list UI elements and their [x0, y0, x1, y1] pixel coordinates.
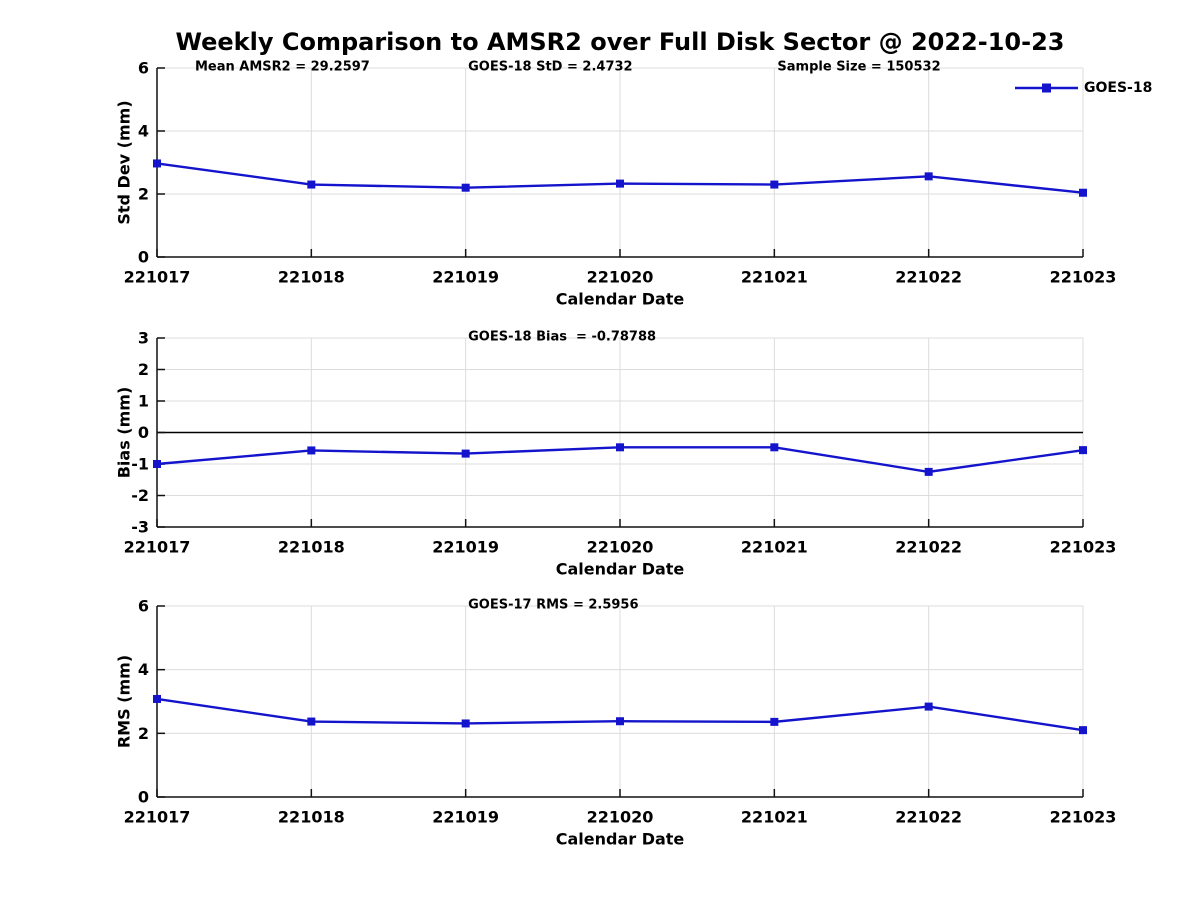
x-tick-label: 221022: [895, 538, 962, 557]
y-tick-label: 2: [138, 724, 149, 743]
y-tick-label: 0: [138, 248, 149, 267]
x-tick-label: 221019: [432, 808, 499, 827]
x-tick-label: 221022: [895, 268, 962, 287]
annotation-text: Sample Size = 150532: [777, 60, 940, 75]
data-point-marker: [461, 449, 470, 458]
x-tick-label: 221018: [278, 808, 345, 827]
data-point-marker: [461, 183, 470, 192]
data-point-marker: [770, 717, 779, 726]
annotation-text: GOES-18 StD = 2.4732: [468, 60, 632, 75]
legend-label: GOES-18: [1084, 80, 1152, 96]
y-axis-label: Std Dev (mm): [115, 100, 134, 224]
x-tick-label: 221022: [895, 808, 962, 827]
y-tick-label: 4: [138, 660, 149, 679]
y-tick-label: -3: [131, 518, 149, 537]
data-point-marker: [924, 467, 933, 476]
x-axis-label: Calendar Date: [556, 830, 685, 849]
annotation-text: Mean AMSR2 = 29.2597: [195, 60, 370, 75]
x-tick-label: 221021: [741, 808, 808, 827]
x-tick-label: 221019: [432, 538, 499, 557]
data-point-marker: [307, 180, 316, 189]
y-axis-label: Bias (mm): [115, 387, 134, 479]
y-tick-label: 6: [138, 597, 149, 616]
data-point-marker: [616, 179, 624, 188]
data-point-marker: [924, 702, 933, 711]
y-tick-label: 6: [138, 59, 149, 78]
x-tick-label: 221021: [741, 268, 808, 287]
y-tick-label: -1: [131, 455, 149, 474]
data-point-marker: [924, 172, 933, 181]
data-point-marker: [153, 694, 161, 703]
x-axis-label: Calendar Date: [556, 560, 685, 579]
x-tick-label: 221018: [278, 538, 345, 557]
legend: GOES-18: [1015, 80, 1152, 96]
data-point-marker: [307, 446, 316, 455]
data-point-marker: [770, 443, 779, 452]
x-tick-label: 221018: [278, 268, 345, 287]
x-tick-label: 221023: [1050, 268, 1117, 287]
y-axis-label: RMS (mm): [115, 655, 134, 748]
data-point-marker: [616, 717, 624, 726]
data-point-marker: [1079, 188, 1087, 197]
figure-title: Weekly Comparison to AMSR2 over Full Dis…: [175, 28, 1065, 56]
y-tick-label: 1: [138, 392, 149, 411]
data-point-marker: [770, 180, 779, 189]
gridlines: [156, 605, 1084, 798]
y-tick-label: -2: [131, 486, 149, 505]
data-point-marker: [153, 159, 161, 168]
y-tick-label: 3: [138, 329, 149, 348]
y-tick-label: 0: [138, 788, 149, 807]
y-tick-label: 2: [138, 185, 149, 204]
x-tick-label: 221021: [741, 538, 808, 557]
subplot-std-dev: 0 2 4 6 221017 221018 221019 221020 221021 221022…: [115, 59, 1153, 309]
x-tick-label: 221017: [124, 268, 191, 287]
data-point-marker: [1079, 446, 1087, 455]
data-point-marker: [307, 717, 316, 726]
x-tick-label: 221017: [124, 808, 191, 827]
x-tick-label: 221020: [587, 538, 654, 557]
data-point-marker: [616, 443, 624, 452]
x-tick-label: 221023: [1050, 538, 1117, 557]
x-tick-label: 221017: [124, 538, 191, 557]
gridlines: [156, 67, 1084, 258]
data-point-marker: [1079, 726, 1087, 735]
data-point-marker: [461, 719, 470, 728]
annotation-text: GOES-18 Bias = -0.78788: [468, 330, 656, 345]
data-point-marker: [153, 460, 161, 468]
x-tick-label: 221020: [587, 808, 654, 827]
subplot-bias: -3 -2 -1 0 1 2 3 221017 221018 221019 221020 221021…: [115, 329, 1117, 579]
subplot-rms: 0 2 4 6 221017 221018 221019 221020 221021 221022…: [115, 597, 1117, 849]
legend-marker: [1042, 83, 1051, 93]
y-tick-label: 2: [138, 360, 149, 379]
x-tick-label: 221020: [587, 268, 654, 287]
y-tick-label: 4: [138, 122, 149, 141]
annotation-text: GOES-17 RMS = 2.5956: [468, 598, 638, 613]
y-tick-label: 0: [138, 423, 149, 442]
x-axis-label: Calendar Date: [556, 290, 685, 309]
x-tick-label: 221023: [1050, 808, 1117, 827]
x-tick-label: 221019: [432, 268, 499, 287]
